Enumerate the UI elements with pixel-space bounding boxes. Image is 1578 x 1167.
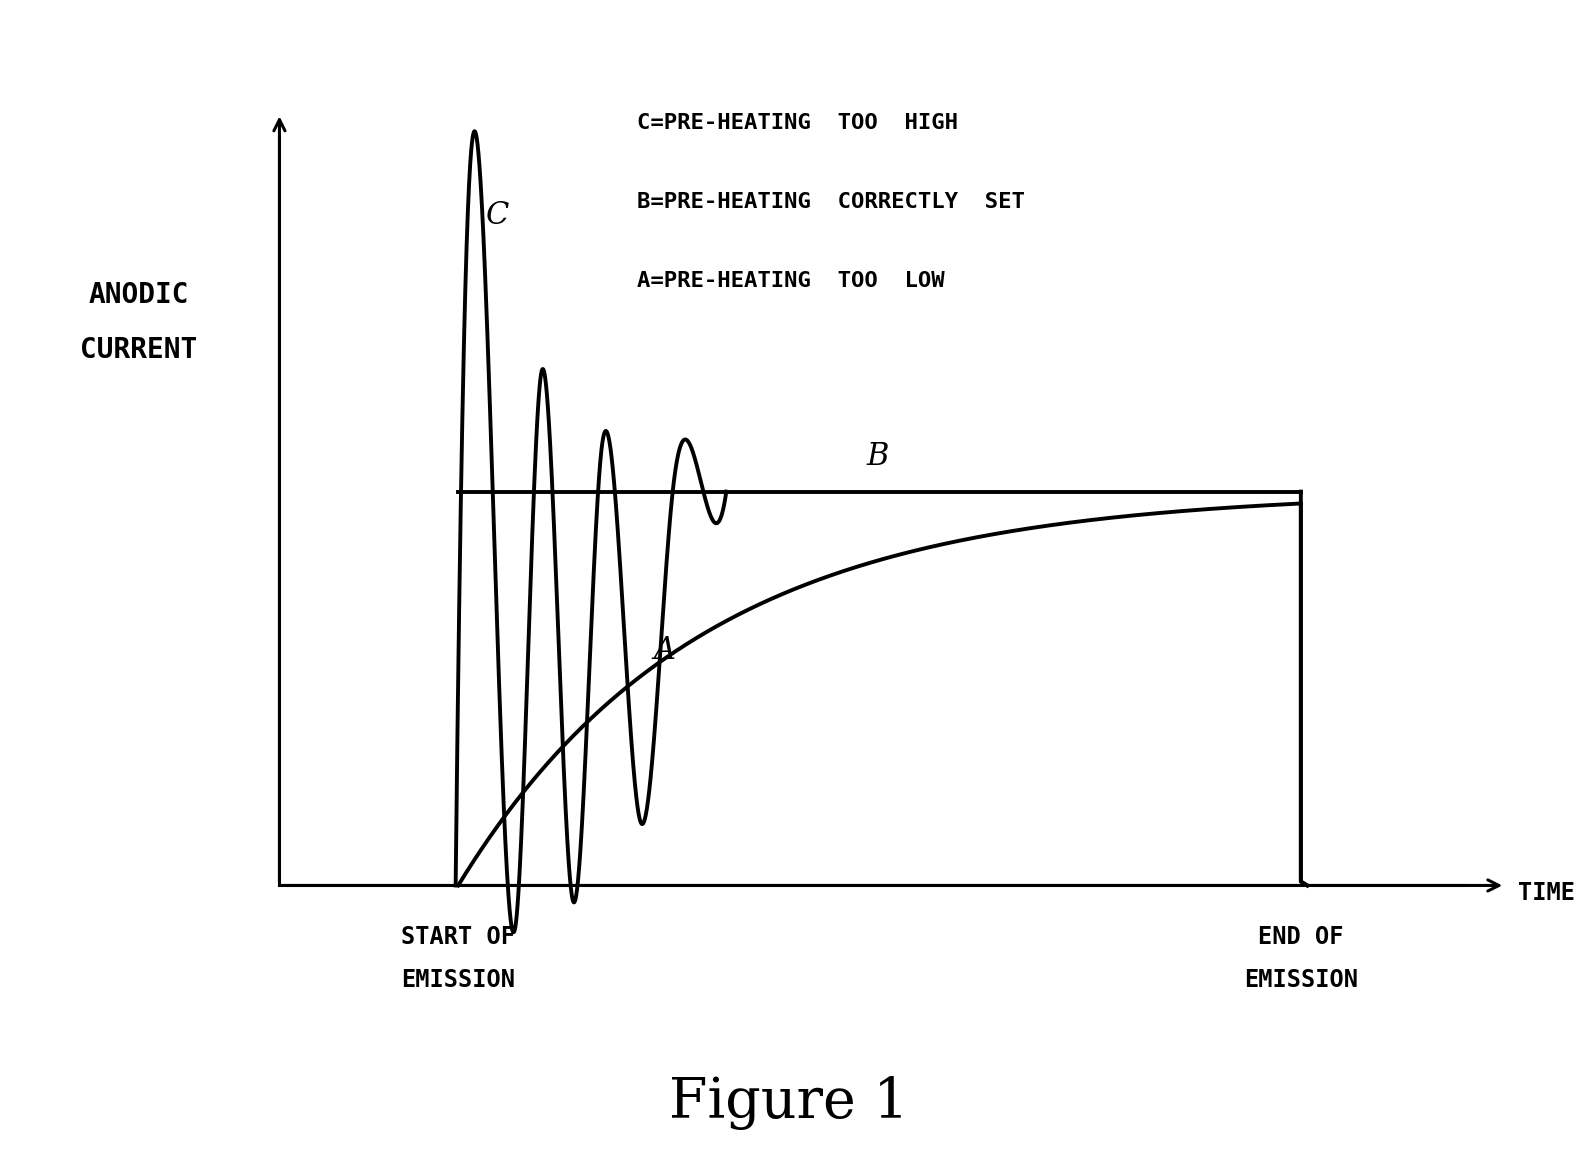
- Text: B: B: [866, 441, 888, 471]
- Text: C=PRE-HEATING  TOO  HIGH: C=PRE-HEATING TOO HIGH: [638, 113, 958, 133]
- Text: EMISSION: EMISSION: [401, 969, 514, 992]
- Text: B=PRE-HEATING  CORRECTLY  SET: B=PRE-HEATING CORRECTLY SET: [638, 193, 1024, 212]
- Text: CURRENT: CURRENT: [80, 336, 197, 364]
- Text: TIME: TIME: [1518, 881, 1575, 906]
- Text: Figure 1: Figure 1: [669, 1076, 909, 1130]
- Text: A=PRE-HEATING  TOO  LOW: A=PRE-HEATING TOO LOW: [638, 271, 945, 291]
- Text: EMISSION: EMISSION: [1243, 969, 1357, 992]
- Text: ANODIC: ANODIC: [88, 281, 189, 308]
- Text: START OF: START OF: [401, 924, 514, 949]
- Text: C: C: [486, 201, 510, 231]
- Text: END OF: END OF: [1258, 924, 1343, 949]
- Text: A: A: [653, 635, 675, 666]
